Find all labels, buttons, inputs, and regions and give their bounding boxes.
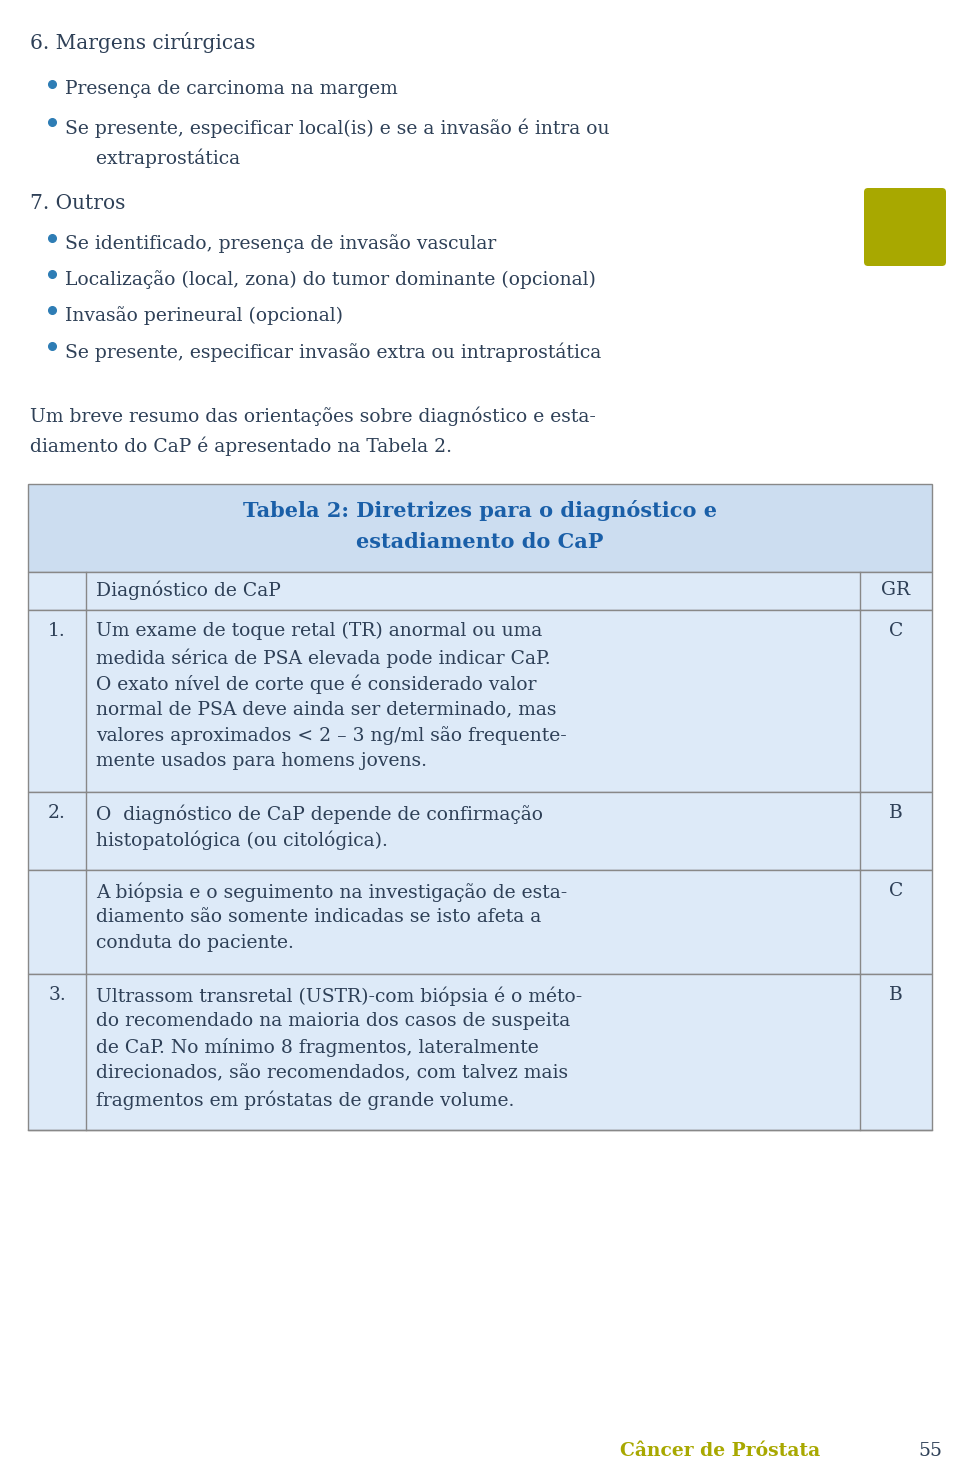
Text: Se presente, especificar invasão extra ou intraprostática: Se presente, especificar invasão extra o… xyxy=(65,341,601,362)
Text: Localização (local, zona) do tumor dominante (opcional): Localização (local, zona) do tumor domin… xyxy=(65,270,596,289)
Text: normal de PSA deve ainda ser determinado, mas: normal de PSA deve ainda ser determinado… xyxy=(96,700,557,718)
Text: Câncer de Próstata: Câncer de Próstata xyxy=(620,1442,820,1461)
Text: O exato nível de corte que é considerado valor: O exato nível de corte que é considerado… xyxy=(96,674,537,693)
Text: Ultrassom transretal (USTR)-com biópsia é o méto-: Ultrassom transretal (USTR)-com biópsia … xyxy=(96,986,583,1005)
Text: conduta do paciente.: conduta do paciente. xyxy=(96,935,294,952)
Text: Se presente, especificar local(is) e se a invasão é intra ou: Se presente, especificar local(is) e se … xyxy=(65,119,610,138)
Text: valores aproximados < 2 – 3 ng/ml são frequente-: valores aproximados < 2 – 3 ng/ml são fr… xyxy=(96,727,566,746)
Text: Invasão perineural (opcional): Invasão perineural (opcional) xyxy=(65,306,343,325)
Bar xyxy=(28,974,932,1130)
Text: estadiamento do CaP: estadiamento do CaP xyxy=(356,532,604,552)
Bar xyxy=(28,571,932,609)
Bar xyxy=(28,609,932,793)
Text: Se identificado, presença de invasão vascular: Se identificado, presença de invasão vas… xyxy=(65,234,496,253)
Text: C: C xyxy=(889,882,903,900)
Text: O  diagnóstico de CaP depende de confirmação: O diagnóstico de CaP depende de confirma… xyxy=(96,804,543,823)
Text: A biópsia e o seguimento na investigação de esta-: A biópsia e o seguimento na investigação… xyxy=(96,882,567,901)
Text: mente usados para homens jovens.: mente usados para homens jovens. xyxy=(96,752,427,771)
Bar xyxy=(28,793,932,870)
Text: diamento do CaP é apresentado na Tabela 2.: diamento do CaP é apresentado na Tabela … xyxy=(30,437,452,456)
Text: C: C xyxy=(889,623,903,640)
Text: B: B xyxy=(889,804,902,822)
Text: B: B xyxy=(889,986,902,1004)
Text: histopatológica (ou citológica).: histopatológica (ou citológica). xyxy=(96,831,388,850)
Text: extraprostática: extraprostática xyxy=(72,148,240,167)
Bar xyxy=(28,870,932,974)
Text: GR: GR xyxy=(881,582,911,599)
FancyBboxPatch shape xyxy=(864,188,946,267)
Text: fragmentos em próstatas de grande volume.: fragmentos em próstatas de grande volume… xyxy=(96,1090,515,1109)
Text: 7. Outros: 7. Outros xyxy=(30,193,126,212)
Text: direcionados, são recomendados, com talvez mais: direcionados, são recomendados, com talv… xyxy=(96,1064,568,1083)
Text: 6. Margens cirúrgicas: 6. Margens cirúrgicas xyxy=(30,32,255,53)
Text: Diagnóstico de CaP: Diagnóstico de CaP xyxy=(96,582,280,601)
Text: Presença de carcinoma na margem: Presença de carcinoma na margem xyxy=(65,81,397,98)
Text: medida sérica de PSA elevada pode indicar CaP.: medida sérica de PSA elevada pode indica… xyxy=(96,648,551,668)
Text: de CaP. No mínimo 8 fragmentos, lateralmente: de CaP. No mínimo 8 fragmentos, lateralm… xyxy=(96,1039,539,1058)
Text: Tabela 2: Diretrizes para o diagnóstico e: Tabela 2: Diretrizes para o diagnóstico … xyxy=(243,500,717,522)
Text: Um exame de toque retal (TR) anormal ou uma: Um exame de toque retal (TR) anormal ou … xyxy=(96,623,542,640)
Text: diamento são somente indicadas se isto afeta a: diamento são somente indicadas se isto a… xyxy=(96,908,541,926)
Text: do recomendado na maioria dos casos de suspeita: do recomendado na maioria dos casos de s… xyxy=(96,1012,570,1030)
Bar xyxy=(28,483,932,571)
Text: 1.: 1. xyxy=(48,623,66,640)
Text: Um breve resumo das orientações sobre diagnóstico e esta-: Um breve resumo das orientações sobre di… xyxy=(30,406,596,425)
Text: 3.: 3. xyxy=(48,986,66,1004)
Text: 55: 55 xyxy=(918,1442,942,1461)
Text: 2.: 2. xyxy=(48,804,66,822)
